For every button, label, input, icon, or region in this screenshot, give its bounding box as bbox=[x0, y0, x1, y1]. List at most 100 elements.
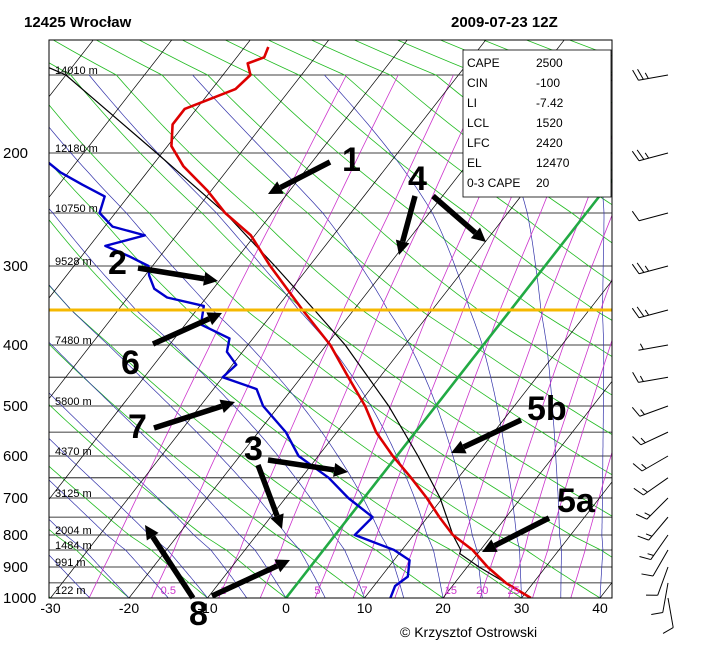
wind-barb bbox=[635, 497, 669, 520]
moist-adiabat-line bbox=[49, 392, 248, 598]
profiles bbox=[49, 46, 612, 598]
annotation-arrow-head bbox=[219, 399, 235, 413]
annotation-arrow-head bbox=[206, 312, 222, 326]
temperature-tick-label: -10 bbox=[197, 600, 217, 616]
pressure-tick-label: 900 bbox=[3, 559, 28, 576]
copyright-text: © Krzysztof Ostrowski bbox=[400, 624, 537, 640]
mixing-ratio-line bbox=[259, 74, 488, 598]
index-value: -100 bbox=[536, 76, 560, 90]
wind-barb-half-flag bbox=[641, 463, 647, 469]
index-name: CAPE bbox=[467, 56, 500, 70]
index-value: 20 bbox=[536, 176, 550, 190]
isotherm-line bbox=[49, 40, 251, 299]
wind-barb bbox=[631, 262, 669, 275]
temperature-tick-label: 40 bbox=[592, 600, 608, 616]
height-label: 9528 m bbox=[55, 256, 92, 268]
sounding-datetime: 2009-07-23 12Z bbox=[451, 14, 558, 31]
annotation-arrow-head bbox=[203, 271, 218, 286]
pressure-tick-label: 700 bbox=[3, 490, 28, 507]
height-label: 991 m bbox=[55, 557, 86, 569]
wind-barb-flag bbox=[641, 573, 654, 577]
wind-barb-flag bbox=[631, 263, 640, 275]
annotation-label: 5a bbox=[557, 482, 596, 520]
wind-barb-staff bbox=[662, 582, 669, 613]
moist-adiabat-line bbox=[49, 208, 365, 598]
indices-box bbox=[462, 49, 612, 198]
pressure-tick-label: 400 bbox=[3, 337, 28, 354]
parcel-curve bbox=[49, 67, 532, 598]
index-value: 1520 bbox=[536, 116, 563, 130]
annotation-arrow-head bbox=[145, 525, 159, 541]
wind-barb-flag bbox=[631, 406, 641, 417]
dry-adiabat-line bbox=[224, 40, 612, 321]
plot-frame bbox=[48, 39, 613, 599]
mixing-ratio-line bbox=[88, 74, 347, 598]
annotation-arrow-line bbox=[279, 159, 332, 191]
wind-barb-flag bbox=[637, 535, 649, 541]
wind-barb-half-flag bbox=[642, 487, 648, 493]
dry-adiabat-line bbox=[49, 219, 522, 598]
wind-barb bbox=[651, 582, 669, 615]
temperature-tick-label: -20 bbox=[119, 600, 139, 616]
wind-barb-flag bbox=[632, 69, 639, 81]
isotherm-line bbox=[0, 37, 17, 598]
isotherm-line bbox=[364, 280, 612, 598]
wind-barb-flag bbox=[631, 150, 640, 162]
isotherm-line bbox=[442, 380, 612, 598]
temperature-tick-label: 10 bbox=[357, 600, 373, 616]
dry-adiabat-line bbox=[49, 284, 444, 598]
wind-barb-flag bbox=[639, 556, 651, 561]
pressure-tick-label: 1000 bbox=[3, 590, 36, 607]
wind-barb bbox=[637, 516, 669, 541]
dry-adiabat-line bbox=[181, 40, 612, 357]
height-label: 1484 m bbox=[55, 540, 92, 552]
annotation-arrow-line bbox=[153, 403, 223, 431]
wind-barb bbox=[633, 477, 669, 496]
mixing-ratio-label: 0.5 bbox=[161, 585, 176, 597]
wind-barb-staff bbox=[657, 566, 669, 596]
isotherm-line bbox=[521, 481, 612, 598]
wind-barb-half-flag bbox=[639, 375, 644, 382]
temperature-tick-label: 30 bbox=[514, 600, 530, 616]
wind-barb bbox=[631, 405, 669, 417]
index-name: LI bbox=[467, 96, 477, 110]
annotation-label: 5b bbox=[527, 390, 567, 428]
annotation-arrow-line bbox=[150, 535, 196, 600]
index-value: 12470 bbox=[536, 156, 570, 170]
wind-barb-staff bbox=[640, 431, 669, 446]
index-name: LFC bbox=[467, 136, 490, 150]
mixing-ratio-line bbox=[479, 214, 612, 598]
pressure-tick-label: 300 bbox=[3, 258, 28, 275]
annotation-arrow-head bbox=[274, 559, 290, 573]
wind-barb bbox=[632, 455, 669, 472]
dry-adiabat-line bbox=[49, 161, 601, 598]
wind-barb-half-flag bbox=[640, 409, 645, 415]
pressure-tick-label: 500 bbox=[3, 398, 28, 415]
wind-barb-half-flag bbox=[644, 72, 649, 79]
isotherm-line bbox=[49, 40, 94, 98]
wind-barb bbox=[631, 306, 669, 319]
isotherm-line bbox=[49, 40, 330, 400]
annotation-arrow-head bbox=[470, 227, 486, 242]
wind-barb-flag bbox=[637, 68, 644, 80]
annotation-arrow-line bbox=[137, 265, 205, 282]
wind-barb bbox=[662, 597, 674, 634]
index-name: LCL bbox=[467, 116, 489, 130]
height-label: 7480 m bbox=[55, 335, 92, 347]
isotherm-line bbox=[49, 40, 408, 500]
wind-barb bbox=[639, 534, 669, 561]
wind-barb-flag bbox=[636, 149, 645, 160]
annotation-arrow-line bbox=[400, 195, 418, 243]
wind-barb bbox=[632, 431, 669, 446]
moist-adiabat-line bbox=[49, 341, 287, 598]
annotation-arrow-line bbox=[462, 417, 523, 450]
wind-barb-staff bbox=[667, 597, 674, 628]
index-name: 0-3 CAPE bbox=[467, 176, 520, 190]
wind-barbs bbox=[631, 68, 674, 634]
dry-adiabat-line bbox=[49, 465, 208, 598]
mixing-ratio-line bbox=[151, 74, 399, 598]
mixing-ratio-label: 25 bbox=[507, 585, 519, 597]
wind-barb-half-flag bbox=[640, 437, 646, 444]
dry-adiabat-line bbox=[310, 40, 612, 244]
